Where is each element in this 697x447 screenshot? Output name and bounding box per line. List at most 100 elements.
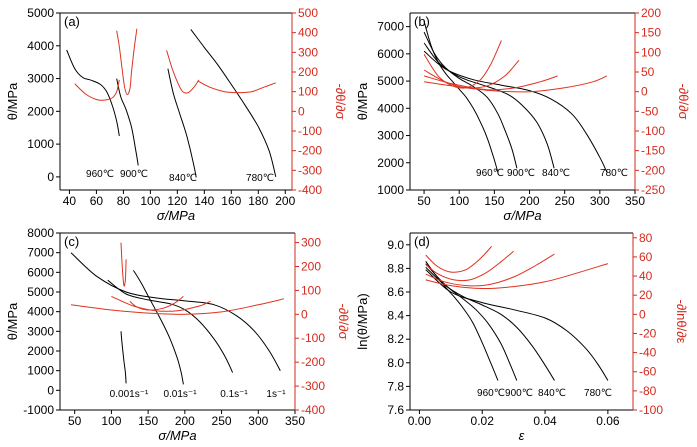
x-tick-label: 250: [212, 414, 232, 428]
x-tick-label: 350: [285, 414, 305, 428]
theta-curve-840℃: [423, 42, 555, 169]
curve-label: 960℃: [477, 388, 505, 399]
x-tick-label: 0.02: [471, 414, 495, 428]
curves: [66, 28, 277, 178]
rate-curve-960℃: [425, 246, 493, 273]
y2-tick-label: -50: [641, 104, 659, 118]
x-tick-label: 100: [449, 194, 469, 208]
theta-curve-840℃: [167, 68, 197, 178]
theta-curve-0.001s⁻¹: [120, 331, 127, 384]
y2-tick-label: -100: [301, 331, 325, 345]
y-axis-title: θ/MPa: [355, 82, 370, 120]
y2-tick-label: -200: [641, 163, 665, 177]
theta-curve-0.1s⁻¹: [107, 279, 234, 373]
curve-label: 0.01s⁻¹: [163, 389, 197, 400]
panel-label: (c): [64, 234, 79, 249]
y-axis-title: θ/MPa: [5, 302, 20, 340]
x-tick-label: 300: [248, 414, 268, 428]
y-axis-title: θ/MPa: [5, 82, 20, 120]
x-tick-label: 200: [175, 414, 195, 428]
x-axis-title: σ/MPa: [158, 428, 196, 443]
x-tick-label: 150: [484, 194, 504, 208]
x-tick-label: 200: [520, 194, 540, 208]
x-axis-title: ε: [519, 428, 525, 443]
curve-label: 960℃: [86, 169, 114, 180]
x-tick-label: 120: [167, 194, 187, 208]
x-tick-label: 0.00: [408, 414, 432, 428]
panel-label: (d): [414, 234, 430, 249]
x-tick-label: 150: [138, 414, 158, 428]
y-tick-label: 4000: [377, 101, 404, 115]
curve-label: 0.001s⁻¹: [110, 389, 149, 400]
theta-curve-1s⁻¹: [70, 252, 281, 371]
rate-curve-780℃: [197, 80, 276, 94]
y2-tick-label: 100: [298, 85, 318, 99]
y-axis-title: ln(θ/MPa): [355, 293, 370, 349]
rate-curve-1s⁻¹: [70, 298, 285, 315]
y2-tick-label: 100: [641, 45, 661, 59]
x-tick-label: 0.04: [533, 414, 557, 428]
theta-curve-840℃: [425, 266, 555, 381]
x-tick-label: 250: [555, 194, 575, 208]
y2-tick-label: 40: [639, 269, 653, 283]
curve-label: 900℃: [120, 169, 148, 180]
x-tick-label: 300: [590, 194, 610, 208]
curve-label: 960℃: [476, 168, 504, 179]
rate-curve-840℃: [425, 253, 555, 287]
y2-tick-label: 0: [639, 307, 646, 321]
curve-label: 1s⁻¹: [266, 389, 286, 400]
y2-axis-title: -∂θ/∂σ: [336, 303, 351, 339]
x-tick-label: 40: [63, 194, 77, 208]
y2-tick-label: 200: [641, 6, 661, 20]
panel-0: 40 60 80 100 120 140 160 180 2000100020003000400…: [5, 6, 348, 223]
y2-tick-label: 200: [298, 65, 318, 79]
y-tick-label: 1000: [377, 183, 404, 197]
theta-curve-780℃: [423, 50, 608, 173]
rate-curve-780℃: [424, 75, 608, 93]
y2-tick-label: 300: [301, 236, 321, 250]
theta-curve-960℃: [66, 49, 120, 136]
y-tick-label: 2000: [27, 344, 54, 358]
theta-curve-900℃: [423, 31, 518, 169]
rate-curve-840℃: [423, 75, 558, 91]
y-tick-label: -1000: [23, 403, 54, 417]
curve-label: 900℃: [507, 168, 535, 179]
y-tick-label: 8000: [27, 226, 54, 240]
y2-tick-label: 20: [639, 288, 653, 302]
panel-3: 0.00 0.02 0.04 0.06 7.6 7.8 8.0 8.2 8.4 8.6 8.8 9.0…: [355, 231, 689, 443]
y2-tick-label: -100: [639, 403, 663, 417]
theta-curve-780℃: [425, 269, 609, 381]
rate-curve-0.001s⁻¹: [120, 242, 127, 287]
y-tick-label: 7.8: [387, 379, 404, 393]
x-tick-label: 50: [417, 194, 431, 208]
y2-tick-label: -100: [298, 124, 322, 138]
rate-curve-0.1s⁻¹: [111, 295, 211, 312]
y2-tick-label: 100: [301, 283, 321, 297]
curve-label: 0.1s⁻¹: [220, 389, 248, 400]
curves: [70, 242, 285, 385]
y-tick-label: 6000: [377, 47, 404, 61]
y-tick-label: 0: [47, 383, 54, 397]
x-tick-label: 350: [625, 194, 645, 208]
y-tick-label: 7000: [27, 246, 54, 260]
y-tick-label: 6000: [27, 265, 54, 279]
y-tick-label: 3000: [27, 324, 54, 338]
y-tick-label: 1000: [27, 137, 54, 151]
x-tick-label: 140: [194, 194, 214, 208]
rate-curve-900℃: [425, 250, 514, 282]
y2-tick-label: -20: [639, 326, 657, 340]
y2-axis-title: -∂θ/∂σ: [676, 83, 691, 119]
y-tick-label: 5000: [377, 74, 404, 88]
y2-tick-label: 0: [298, 104, 305, 118]
x-axis-title: σ/MPa: [157, 208, 195, 223]
curve-label: 840℃: [538, 388, 566, 399]
y2-axis-title: -∂lnθ/∂ε: [674, 300, 689, 344]
y-tick-label: 2000: [27, 104, 54, 118]
curve-label: 840℃: [169, 173, 197, 184]
rate-curve-960℃: [74, 79, 120, 101]
y2-tick-label: 80: [639, 231, 653, 245]
y2-tick-label: -200: [301, 355, 325, 369]
theta-curve-780℃: [190, 29, 277, 178]
curve-label: 900℃: [505, 388, 533, 399]
